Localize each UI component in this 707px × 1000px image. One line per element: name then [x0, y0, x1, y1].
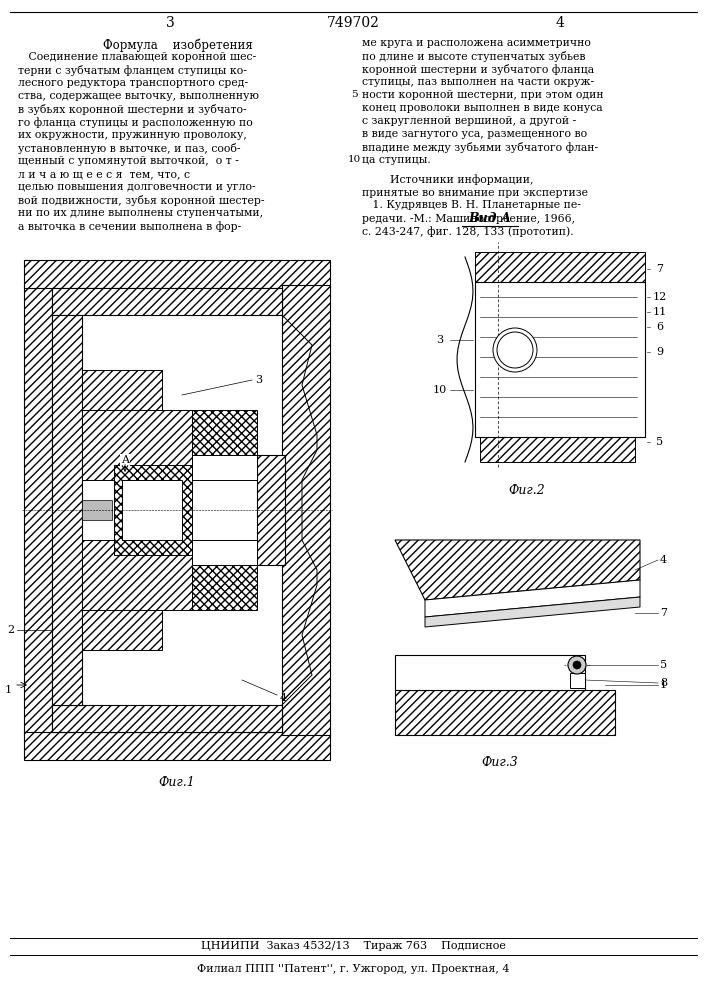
- Text: терни с зубчатым фланцем ступицы ко-: терни с зубчатым фланцем ступицы ко-: [18, 65, 247, 76]
- Circle shape: [573, 661, 581, 669]
- Text: их окружности, пружинную проволоку,: их окружности, пружинную проволоку,: [18, 130, 247, 140]
- Bar: [24, 732, 330, 760]
- Bar: [395, 655, 585, 690]
- Text: ступицы, паз выполнен на части окруж-: ступицы, паз выполнен на части окруж-: [362, 77, 594, 87]
- Bar: [385, 525, 655, 745]
- Bar: [192, 410, 257, 455]
- Text: Источники информации,: Источники информации,: [362, 174, 534, 185]
- Bar: [570, 673, 585, 688]
- Text: 1: 1: [5, 685, 12, 695]
- Circle shape: [497, 332, 533, 368]
- Text: щенный с упомянутой выточкой,  о т -: щенный с упомянутой выточкой, о т -: [18, 156, 239, 166]
- Text: с закругленной вершиной, а другой -: с закругленной вершиной, а другой -: [362, 116, 576, 126]
- Text: 8: 8: [660, 678, 667, 688]
- Text: редачи. -М.: Машиностроение, 1966,: редачи. -М.: Машиностроение, 1966,: [362, 214, 575, 224]
- Circle shape: [568, 656, 586, 674]
- Text: ЦНИИПИ  Заказ 4532/13    Тираж 763    Подписное: ЦНИИПИ Заказ 4532/13 Тираж 763 Подписное: [201, 941, 506, 951]
- Bar: [52, 315, 82, 705]
- Text: 9: 9: [656, 347, 664, 357]
- Text: Соединение плавающей коронной шес-: Соединение плавающей коронной шес-: [18, 52, 256, 62]
- Bar: [82, 610, 162, 650]
- Text: 749702: 749702: [327, 16, 380, 30]
- Bar: [480, 437, 635, 462]
- Text: 3: 3: [436, 335, 443, 345]
- Text: A: A: [121, 455, 129, 465]
- Text: ни по их длине выполнены ступенчатыми,: ни по их длине выполнены ступенчатыми,: [18, 208, 263, 218]
- Text: принятые во внимание при экспертизе: принятые во внимание при экспертизе: [362, 188, 588, 198]
- Text: го фланца ступицы и расположенную по: го фланца ступицы и расположенную по: [18, 117, 252, 128]
- Text: 4: 4: [556, 16, 564, 30]
- Text: в зубьях коронной шестерни и зубчато-: в зубьях коронной шестерни и зубчато-: [18, 104, 247, 115]
- Text: впадине между зубьями зубчатого флан-: впадине между зубьями зубчатого флан-: [362, 142, 598, 153]
- Text: Фиг.1: Фиг.1: [158, 776, 195, 790]
- Text: 6: 6: [656, 322, 664, 332]
- Text: Вид А: Вид А: [469, 213, 511, 226]
- Text: Фиг.3: Фиг.3: [481, 756, 518, 770]
- Text: 1. Кудрявцев В. Н. Планетарные пе-: 1. Кудрявцев В. Н. Планетарные пе-: [362, 200, 581, 211]
- Text: 5: 5: [656, 437, 664, 447]
- Text: Формула    изобретения: Формула изобретения: [103, 38, 253, 51]
- Bar: [82, 540, 192, 610]
- Text: Фиг.2: Фиг.2: [508, 484, 545, 496]
- Bar: [114, 465, 192, 555]
- Text: в виде загнутого уса, размещенного во: в виде загнутого уса, размещенного во: [362, 129, 587, 139]
- Bar: [24, 285, 52, 735]
- Text: коронной шестерни и зубчатого фланца: коронной шестерни и зубчатого фланца: [362, 64, 594, 75]
- Polygon shape: [395, 540, 640, 600]
- Text: 3: 3: [165, 16, 175, 30]
- Text: установленную в выточке, и паз, сооб-: установленную в выточке, и паз, сооб-: [18, 143, 240, 154]
- Bar: [257, 455, 285, 565]
- Text: Филиал ППП ''Патент'', г. Ужгород, ул. Проектная, 4: Филиал ППП ''Патент'', г. Ужгород, ул. П…: [197, 964, 509, 974]
- Text: ства, содержащее выточку, выполненную: ства, содержащее выточку, выполненную: [18, 91, 259, 101]
- Text: 4: 4: [660, 555, 667, 565]
- Polygon shape: [425, 580, 640, 617]
- Text: 10: 10: [433, 385, 447, 395]
- Text: 12: 12: [653, 292, 667, 302]
- Text: 3: 3: [255, 375, 262, 385]
- Text: ности коронной шестерни, при этом один: ности коронной шестерни, при этом один: [362, 90, 604, 100]
- Polygon shape: [425, 597, 640, 627]
- Bar: [52, 705, 282, 732]
- Text: лесного редуктора транспортного сред-: лесного редуктора транспортного сред-: [18, 78, 248, 88]
- Bar: [475, 252, 645, 282]
- Text: конец проволоки выполнен в виде конуса: конец проволоки выполнен в виде конуса: [362, 103, 602, 113]
- Bar: [22, 255, 332, 765]
- Text: 4: 4: [280, 693, 287, 703]
- Bar: [24, 260, 330, 288]
- Text: с. 243-247, фиг. 128, 133 (прототип).: с. 243-247, фиг. 128, 133 (прототип).: [362, 227, 573, 237]
- Bar: [122, 480, 182, 540]
- Text: 2: 2: [7, 625, 14, 635]
- Bar: [192, 565, 257, 610]
- Text: 7: 7: [657, 264, 663, 274]
- Text: 11: 11: [653, 307, 667, 317]
- Bar: [82, 500, 112, 520]
- Text: 1: 1: [660, 680, 667, 690]
- Text: целью повышения долговечности и угло-: целью повышения долговечности и угло-: [18, 182, 256, 192]
- Text: ме круга и расположена асимметрично: ме круга и расположена асимметрично: [362, 38, 591, 48]
- Text: ца ступицы.: ца ступицы.: [362, 155, 431, 165]
- Bar: [192, 540, 257, 565]
- Circle shape: [493, 328, 537, 372]
- Bar: [192, 455, 257, 480]
- Bar: [82, 370, 162, 410]
- Text: 5: 5: [351, 90, 357, 99]
- Bar: [52, 288, 282, 315]
- Bar: [82, 410, 192, 480]
- Text: по длине и высоте ступенчатых зубьев: по длине и высоте ступенчатых зубьев: [362, 51, 585, 62]
- Text: 10: 10: [347, 155, 361, 164]
- Bar: [395, 690, 615, 735]
- Bar: [282, 285, 330, 735]
- Text: вой подвижности, зубья коронной шестер-: вой подвижности, зубья коронной шестер-: [18, 195, 264, 206]
- Bar: [420, 247, 655, 472]
- Text: 5: 5: [660, 660, 667, 670]
- Text: а выточка в сечении выполнена в фор-: а выточка в сечении выполнена в фор-: [18, 221, 241, 232]
- Text: 7: 7: [660, 608, 667, 618]
- Text: л и ч а ю щ е е с я  тем, что, с: л и ч а ю щ е е с я тем, что, с: [18, 169, 190, 179]
- Bar: [475, 282, 645, 437]
